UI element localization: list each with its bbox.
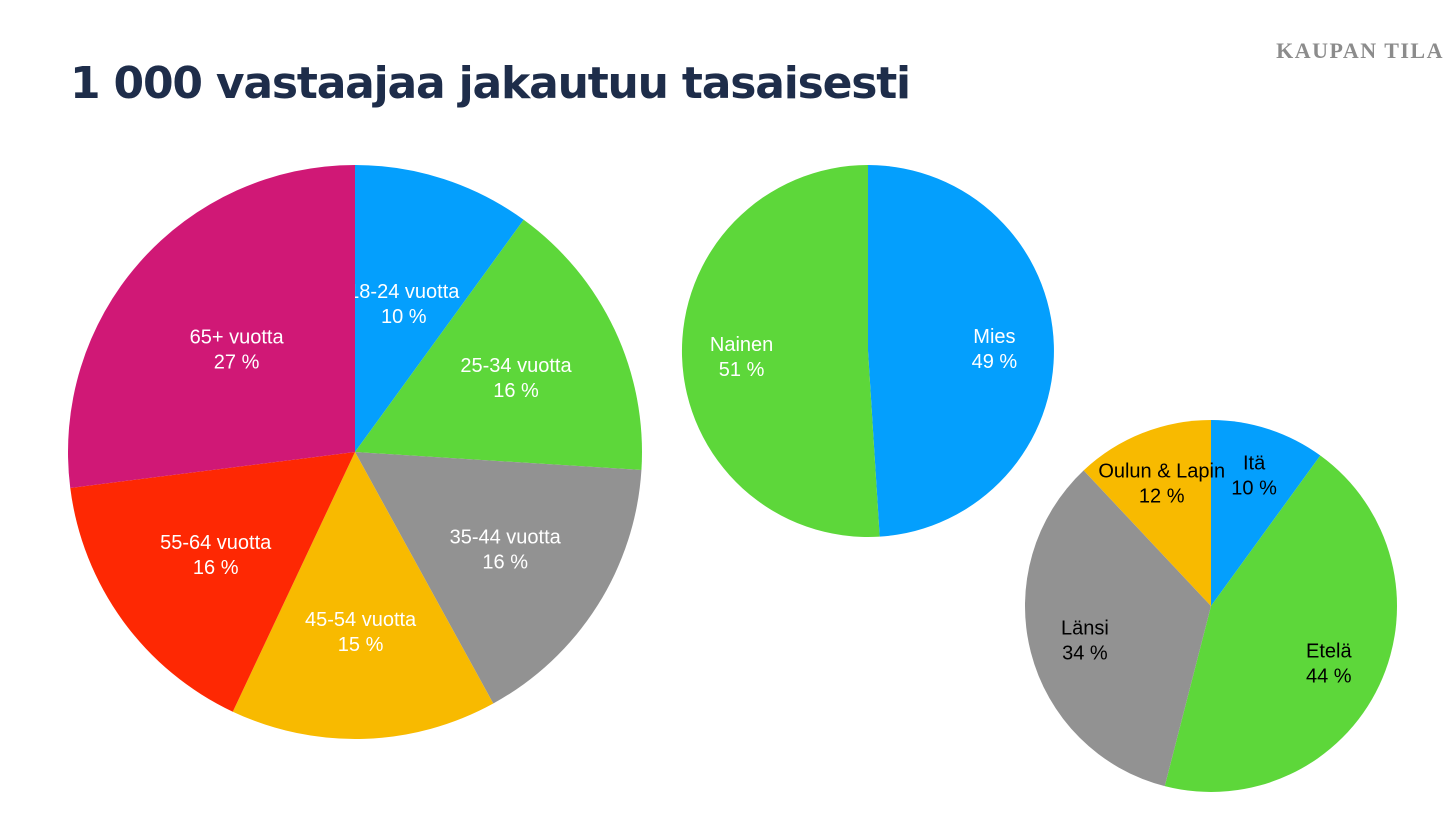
slice-value-label: 27 % xyxy=(214,352,260,374)
slice-label-55-64-vuotta: 55-64 vuotta 16 % xyxy=(160,532,272,579)
pie-slice-ita xyxy=(1211,420,1321,606)
slice-label-etela: Etelä 44 % xyxy=(1306,640,1352,687)
slice-value-label: 34 % xyxy=(1062,642,1108,664)
slice-label-nainen: Nainen 51 % xyxy=(710,334,773,381)
pie-slice-35-44-vuotta xyxy=(355,452,642,704)
slice-value-label: 49 % xyxy=(972,351,1018,373)
slice-category-label: Etelä xyxy=(1306,640,1352,662)
slice-label-65plus-vuotta: 65+ vuotta 27 % xyxy=(190,327,285,374)
slice-category-label: Mies xyxy=(973,326,1015,348)
slice-category-label: 25-34 vuotta xyxy=(460,355,572,377)
slice-label-35-44-vuotta: 35-44 vuotta 16 % xyxy=(450,526,562,573)
slice-value-label: 10 % xyxy=(381,306,427,328)
slice-category-label: Nainen xyxy=(710,334,773,356)
slice-value-label: 44 % xyxy=(1306,665,1352,687)
slice-label-oulun-and-lapin: Oulun & Lapin 12 % xyxy=(1098,461,1225,508)
slice-category-label: Länsi xyxy=(1061,617,1109,639)
pie-slice-etela xyxy=(1164,455,1398,793)
slice-value-label: 16 % xyxy=(193,557,239,579)
slice-value-label: 10 % xyxy=(1231,477,1277,499)
pie-slice-lansi xyxy=(1024,470,1211,787)
slice-label-45-54-vuotta: 45-54 vuotta 15 % xyxy=(305,609,417,656)
pie-chart-gender: Mies 49 % Nainen 51 % xyxy=(681,164,1054,537)
slice-label-lansi: Länsi 34 % xyxy=(1061,617,1109,664)
slice-value-label: 16 % xyxy=(482,551,528,573)
pie-slice-mies xyxy=(868,165,1054,537)
slice-label-18-24-vuotta: 18-24 vuotta 10 % xyxy=(348,281,460,328)
pie-chart-age: 18-24 vuotta 10 %25-34 vuotta 16 %35-44 vu… xyxy=(67,165,642,740)
brand-logo-text: KAUPAN TILA xyxy=(1276,38,1444,63)
slice-category-label: Oulun & Lapin xyxy=(1098,461,1225,483)
slice-label-25-34-vuotta: 25-34 vuotta 16 % xyxy=(460,355,572,402)
slice-label-ita: Itä 10 % xyxy=(1231,452,1277,499)
pie-slice-oulun-and-lapin xyxy=(1083,420,1211,606)
page-title: 1 000 vastaajaa jakautuu tasaisesti xyxy=(70,58,911,109)
pie-slice-65plus-vuotta xyxy=(67,165,355,488)
slice-category-label: 65+ vuotta xyxy=(190,327,285,349)
slice-category-label: 45-54 vuotta xyxy=(305,609,417,631)
pie-slice-55-64-vuotta xyxy=(70,452,355,712)
slice-category-label: Itä xyxy=(1243,452,1266,474)
slice-label-mies: Mies 49 % xyxy=(972,326,1018,373)
slice-value-label: 15 % xyxy=(338,634,384,656)
pie-chart-region: Itä 10 % Etelä 44 % Länsi 34 % Oulun & Lapin 12… xyxy=(1024,420,1398,793)
slice-value-label: 51 % xyxy=(719,359,765,381)
slice-value-label: 12 % xyxy=(1139,486,1185,508)
slice-category-label: 18-24 vuotta xyxy=(348,281,460,303)
pie-slice-25-34-vuotta xyxy=(355,219,642,471)
slice-category-label: 35-44 vuotta xyxy=(450,526,562,548)
pie-slice-18-24-vuotta xyxy=(355,165,524,452)
slice-category-label: 55-64 vuotta xyxy=(160,532,272,554)
pie-slice-nainen xyxy=(681,164,880,537)
slice-value-label: 16 % xyxy=(493,380,539,402)
pie-slice-45-54-vuotta xyxy=(232,452,494,740)
